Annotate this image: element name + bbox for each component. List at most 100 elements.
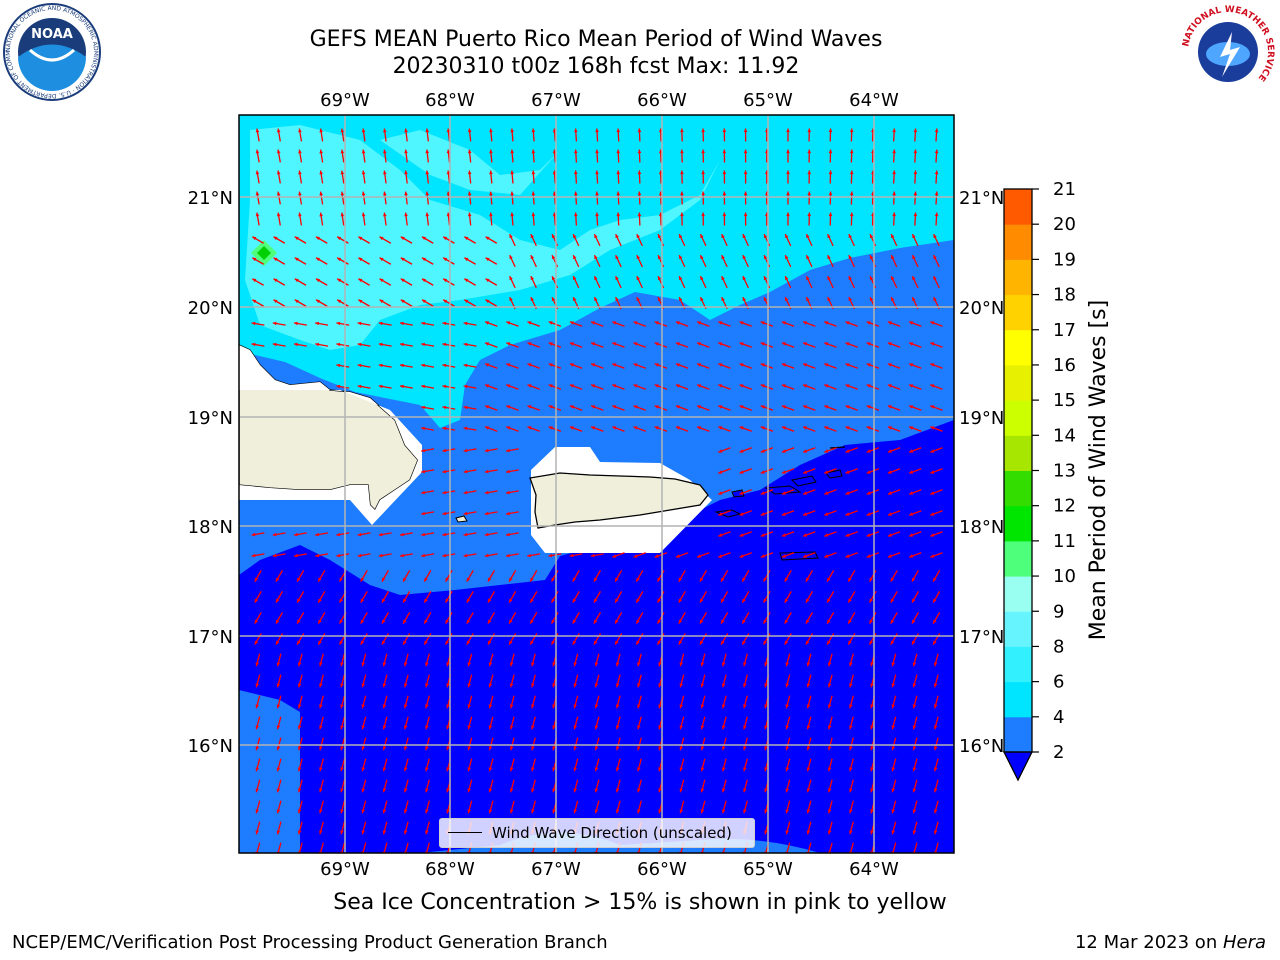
wind-arrow — [277, 842, 282, 853]
wind-arrow-head — [466, 619, 471, 624]
wind-arrow-head — [849, 191, 854, 196]
wind-arrow-head — [276, 662, 281, 667]
wind-arrow-head — [828, 191, 833, 196]
wind-arrow-head — [845, 491, 850, 495]
wind-arrow-head — [743, 704, 747, 709]
wind-arrow-head — [442, 363, 447, 368]
wind-arrow-head — [784, 640, 789, 645]
wind-arrow-head — [781, 426, 786, 430]
wind-arrow-head — [531, 725, 535, 730]
wind-arrow-head — [509, 767, 514, 772]
wind-arrow-head — [824, 342, 829, 346]
wind-arrow-head — [866, 491, 871, 495]
wind-arrow-head — [764, 683, 768, 688]
wind-arrow-head — [678, 598, 683, 603]
wind-arrow-head — [421, 532, 426, 537]
wind-arrow-head — [633, 405, 638, 409]
wind-arrow-head — [633, 554, 638, 558]
wind-arrow-head — [930, 512, 935, 516]
wind-arrow-head — [593, 577, 598, 582]
wind-arrow-head — [548, 321, 553, 325]
colorbar-tick-label: 15 — [1053, 390, 1076, 411]
higher-period-patch — [245, 125, 720, 350]
wind-arrow-head — [381, 577, 386, 582]
wind-arrow-head — [425, 662, 429, 667]
wind-arrow-head — [361, 725, 365, 730]
wind-arrow-head — [718, 342, 723, 346]
wind-arrow-head — [887, 491, 892, 495]
wind-arrow-head — [700, 788, 705, 793]
wind-arrow-head — [869, 255, 874, 260]
wind-arrow-head — [824, 321, 829, 325]
wind-arrow-head — [658, 746, 662, 751]
wind-arrow-head — [340, 704, 344, 709]
wind-arrow-head — [421, 490, 426, 495]
wind-arrow-head — [870, 683, 874, 688]
wind-arrow-head — [870, 788, 874, 793]
wind-arrow-head — [464, 257, 469, 262]
wind-arrow-head — [615, 683, 620, 688]
wind-arrow-head — [361, 128, 366, 133]
wind-arrow-head — [781, 384, 786, 388]
wind-arrow-head — [421, 342, 426, 347]
wind-arrow-head — [909, 426, 914, 430]
wind-arrow-head — [275, 598, 280, 603]
wind-arrow-head — [594, 725, 599, 730]
wind-arrow-head — [784, 577, 789, 582]
wind-arrow-head — [319, 212, 323, 217]
wind-arrow-head — [803, 470, 808, 474]
lon-label-top: 65°W — [743, 90, 793, 111]
lat-label-right: 16°N — [959, 736, 1004, 757]
wind-arrow-head — [743, 725, 747, 730]
wind-arrow-head — [383, 128, 387, 133]
wind-arrow-head — [781, 470, 786, 474]
wind-arrow-head — [679, 788, 683, 793]
wind-arrow-head — [633, 321, 638, 325]
wind-arrow-head — [849, 788, 853, 793]
wind-arrow-head — [803, 342, 808, 346]
wind-arrow-head — [870, 830, 874, 835]
wind-arrow-head — [572, 640, 577, 645]
wind-arrow-head — [383, 170, 387, 175]
wind-arrow-head — [764, 746, 768, 751]
wind-arrow-head — [933, 809, 938, 814]
wind-arrow-head — [742, 598, 746, 603]
wind-arrow-head — [484, 490, 489, 495]
wind-arrow-head — [654, 426, 659, 430]
wind-arrow-head — [845, 512, 850, 516]
wind-arrow-head — [912, 234, 916, 239]
wind-arrow-head — [764, 830, 768, 835]
wind-arrow-head — [869, 234, 874, 239]
wind-arrow-head — [273, 257, 278, 262]
wind-arrow-head — [781, 405, 786, 409]
wind-arrow-head — [548, 363, 553, 367]
wind-arrow-head — [276, 725, 281, 730]
wind-arrow-head — [276, 149, 281, 154]
footer-date-text: 12 Mar 2023 on — [1074, 932, 1223, 953]
lat-label-right: 18°N — [959, 517, 1004, 538]
wind-arrow-head — [866, 470, 871, 474]
colorbar-segment — [1004, 681, 1032, 718]
wind-arrow-head — [803, 384, 808, 388]
wind-arrow-head — [594, 683, 599, 688]
wind-arrow-head — [527, 321, 532, 325]
wind-arrow-head — [934, 212, 939, 217]
colorbar-tick-label: 4 — [1053, 707, 1064, 728]
wind-arrow-head — [806, 830, 811, 835]
wind-arrow-head — [276, 191, 281, 196]
wind-arrow-head — [595, 212, 599, 217]
wind-arrow-head — [445, 640, 449, 645]
wind-arrow-head — [616, 170, 621, 175]
wind-arrow-head — [315, 257, 320, 262]
wind-arrow-head — [446, 662, 450, 667]
wind-arrow-head — [718, 512, 723, 516]
wind-arrow-head — [530, 577, 534, 582]
wind-arrow-head — [484, 469, 489, 474]
wind-arrow-head — [911, 619, 916, 624]
colorbar-tick-label: 12 — [1053, 496, 1076, 517]
map-gridlines — [239, 115, 954, 853]
wind-arrow-head — [531, 170, 536, 175]
wind-arrow-head — [930, 470, 935, 474]
wind-arrow-head — [487, 619, 492, 624]
wind-arrow-head — [824, 384, 829, 388]
